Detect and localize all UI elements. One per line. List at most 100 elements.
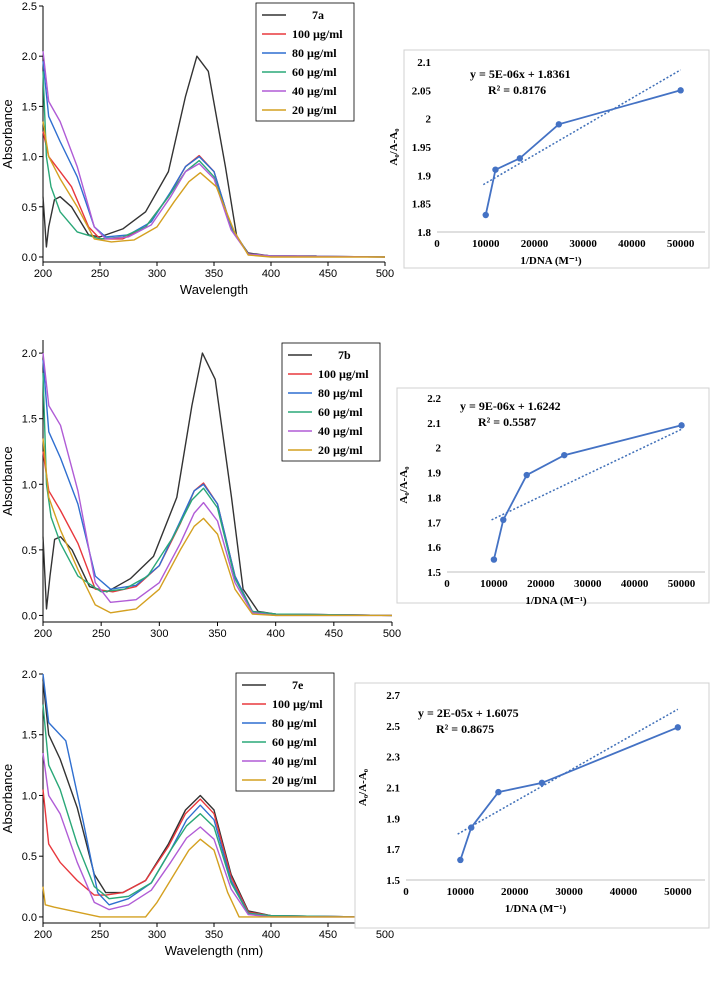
x-tick-label: 50000: [667, 238, 695, 250]
data-point: [555, 121, 563, 128]
x-tick-label: 20000: [501, 886, 529, 898]
series-line-20gml: [42, 438, 392, 617]
legend: 7a 100 µg/ml 80 µg/ml 60 µg/ml 40 µg/ml 20 µg…: [255, 2, 355, 122]
x-tick-label: 30000: [574, 578, 602, 590]
x-tick-label: 20000: [521, 238, 549, 250]
y-tick-label: 1.9: [427, 468, 441, 480]
legend-label: 20 µg/ml: [272, 773, 317, 787]
legend-label: 20 µg/ml: [292, 103, 337, 117]
legend-label: 100 µg/ml: [292, 27, 343, 41]
legend-label: 40 µg/ml: [318, 424, 363, 438]
x-tick-label: 40000: [621, 578, 649, 590]
y-tick-label: 1.5: [22, 730, 37, 742]
x-tick-label: 250: [91, 929, 109, 941]
x-axis-title: Wavelength: [180, 282, 248, 297]
y-tick-label: 1.0: [22, 479, 37, 491]
series-line-60gml: [42, 704, 363, 918]
data-point: [538, 779, 546, 787]
legend-label: 40 µg/ml: [292, 84, 337, 98]
trend-line: [491, 428, 682, 521]
x-tick-label: 450: [319, 929, 337, 941]
y-tick-label: 0.5: [22, 545, 37, 557]
x-axis-title: 1/DNA (M⁻¹): [505, 903, 567, 915]
x-tick-label: 400: [262, 929, 280, 941]
x-tick-label: 400: [266, 628, 284, 640]
x-tick-label: 50000: [668, 578, 696, 590]
y-tick-label: 1.7: [386, 844, 400, 856]
y-axis-title: Absorbance: [0, 99, 15, 168]
x-tick-label: 400: [262, 268, 280, 280]
y-tick-label: 1.85: [412, 199, 432, 211]
x-axis-title: 1/DNA (M⁻¹): [525, 595, 587, 607]
spectrum-chart-7e: 200 250 300 350 400 450 500 0.0 0.5 1.0 1.5 2.0 Wave…: [0, 669, 394, 958]
y-tick-label: 1.5: [427, 567, 441, 579]
fit-chart-frame: [396, 387, 710, 604]
y-tick-label: 0.5: [22, 851, 37, 863]
x-tick-label: 300: [148, 268, 166, 280]
x-tick-label: 250: [92, 628, 110, 640]
r-squared: R² = 0.8675: [436, 722, 494, 736]
y-tick-label: 2.5: [386, 721, 400, 733]
spectrum-chart-7b: 200 250 300 350 400 450 500 0.0 0.5 1.0 1.5 2.0 Abso…: [0, 340, 401, 640]
x-tick-label: 20000: [527, 578, 555, 590]
x-tick-label: 450: [319, 268, 337, 280]
x-tick-label: 200: [34, 929, 52, 941]
x-tick-label: 10000: [480, 578, 508, 590]
x-tick-label: 10000: [447, 886, 475, 898]
x-tick-label: 0: [434, 238, 440, 250]
y-tick-label: 2.2: [427, 393, 441, 405]
x-tick-label: 350: [205, 268, 223, 280]
data-point: [495, 788, 502, 796]
y-tick-label: 1.5: [22, 101, 37, 113]
y-tick-label: 2.1: [427, 418, 441, 430]
legend-box: [235, 672, 335, 792]
x-tick-label: 0: [403, 886, 409, 898]
spectrum-chart-7a: 200 250 300 350 400 450 500 0.0 0.5 1.0 1.5 2.0 2.5 W…: [0, 1, 394, 297]
legend-label: 80 µg/ml: [272, 716, 317, 730]
x-tick-label: 0: [444, 578, 450, 590]
legend-label: 20 µg/ml: [318, 443, 363, 457]
data-point: [523, 471, 530, 479]
series-line-100gml: [42, 789, 363, 918]
x-tick-label: 500: [376, 929, 394, 941]
y-tick-label: 2.05: [412, 85, 432, 97]
data-point: [678, 422, 685, 429]
data-point: [561, 451, 568, 459]
y-axis-title: A₀/A-A₀: [357, 768, 369, 806]
y-tick-label: 2.3: [386, 752, 400, 764]
series-line-40gml: [42, 353, 392, 617]
series-line-20gml: [42, 838, 363, 918]
y-tick-label: 2.1: [417, 57, 431, 69]
y-tick-label: 1.0: [22, 152, 37, 164]
legend-label: 7b: [338, 348, 351, 362]
y-tick-label: 2: [426, 114, 432, 126]
data-point: [500, 516, 507, 523]
y-tick-label: 2.0: [22, 348, 37, 360]
legend-label: 60 µg/ml: [318, 405, 363, 419]
legend: 7e 100 µg/ml 80 µg/ml 60 µg/ml 40 µg/ml 20 µg…: [235, 672, 335, 792]
x-tick-label: 50000: [664, 886, 692, 898]
x-tick-label: 350: [208, 628, 226, 640]
y-tick-label: 1.9: [417, 170, 431, 182]
x-tick-label: 450: [325, 628, 343, 640]
y-tick-label: 1.5: [386, 875, 400, 887]
data-point: [492, 166, 499, 173]
x-tick-label: 300: [150, 628, 168, 640]
data-point: [468, 824, 475, 831]
x-tick-label: 40000: [610, 886, 638, 898]
legend-label: 60 µg/ml: [272, 735, 317, 749]
legend: 7b 100 µg/ml 80 µg/ml 60 µg/ml 40 µg/ml 20 µg…: [281, 342, 381, 462]
x-tick-label: 300: [148, 929, 166, 941]
y-tick-label: 2: [436, 443, 442, 455]
x-axis-title: 1/DNA (M⁻¹): [520, 255, 582, 267]
y-tick-label: 0.0: [22, 912, 37, 924]
y-axis-title: A₀/A-A₀: [388, 128, 400, 166]
data-point: [457, 856, 464, 864]
x-tick-label: 30000: [569, 238, 597, 250]
y-tick-label: 1.5: [22, 414, 37, 426]
data-point: [677, 87, 684, 94]
y-tick-label: 2.7: [386, 690, 400, 702]
y-tick-label: 1.7: [427, 517, 441, 529]
y-axis-title: A₀/A-A₀: [398, 466, 410, 504]
